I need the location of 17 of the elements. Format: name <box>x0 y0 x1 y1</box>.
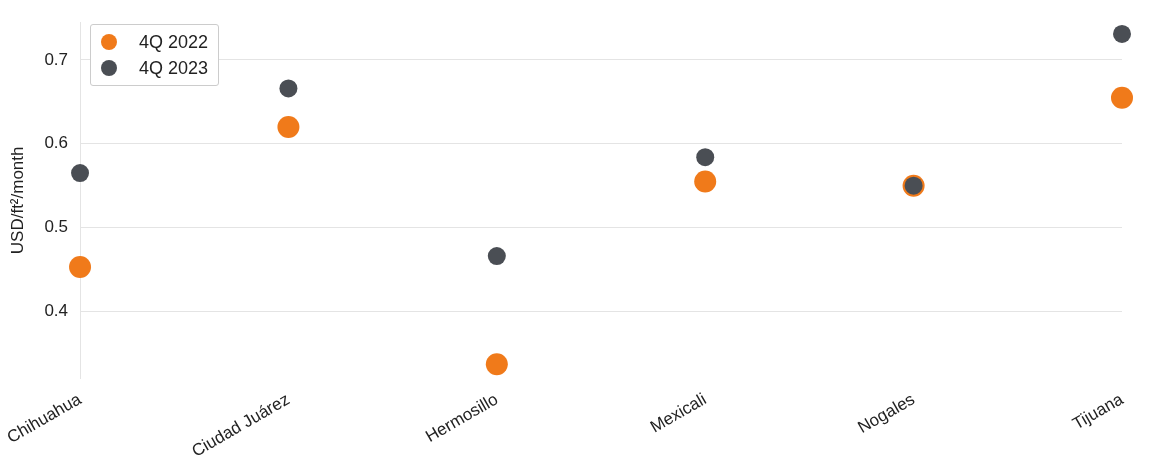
point <box>71 164 90 183</box>
point <box>1111 86 1133 109</box>
y-tick-label: 0.6 <box>44 133 69 153</box>
y-tick-label: 0.4 <box>44 301 69 321</box>
point <box>1113 24 1131 43</box>
point <box>279 79 298 98</box>
point <box>69 256 92 279</box>
point <box>696 148 715 167</box>
legend-label: 4Q 2023 <box>139 57 209 79</box>
legend-label: 4Q 2022 <box>139 31 209 53</box>
point <box>694 170 717 193</box>
point <box>277 116 300 138</box>
point <box>487 247 506 266</box>
y-axis-title: USD/ft²/month <box>7 146 27 255</box>
y-tick-label: 0.7 <box>44 49 69 69</box>
point <box>485 353 508 376</box>
y-tick-label: 0.5 <box>44 217 69 237</box>
